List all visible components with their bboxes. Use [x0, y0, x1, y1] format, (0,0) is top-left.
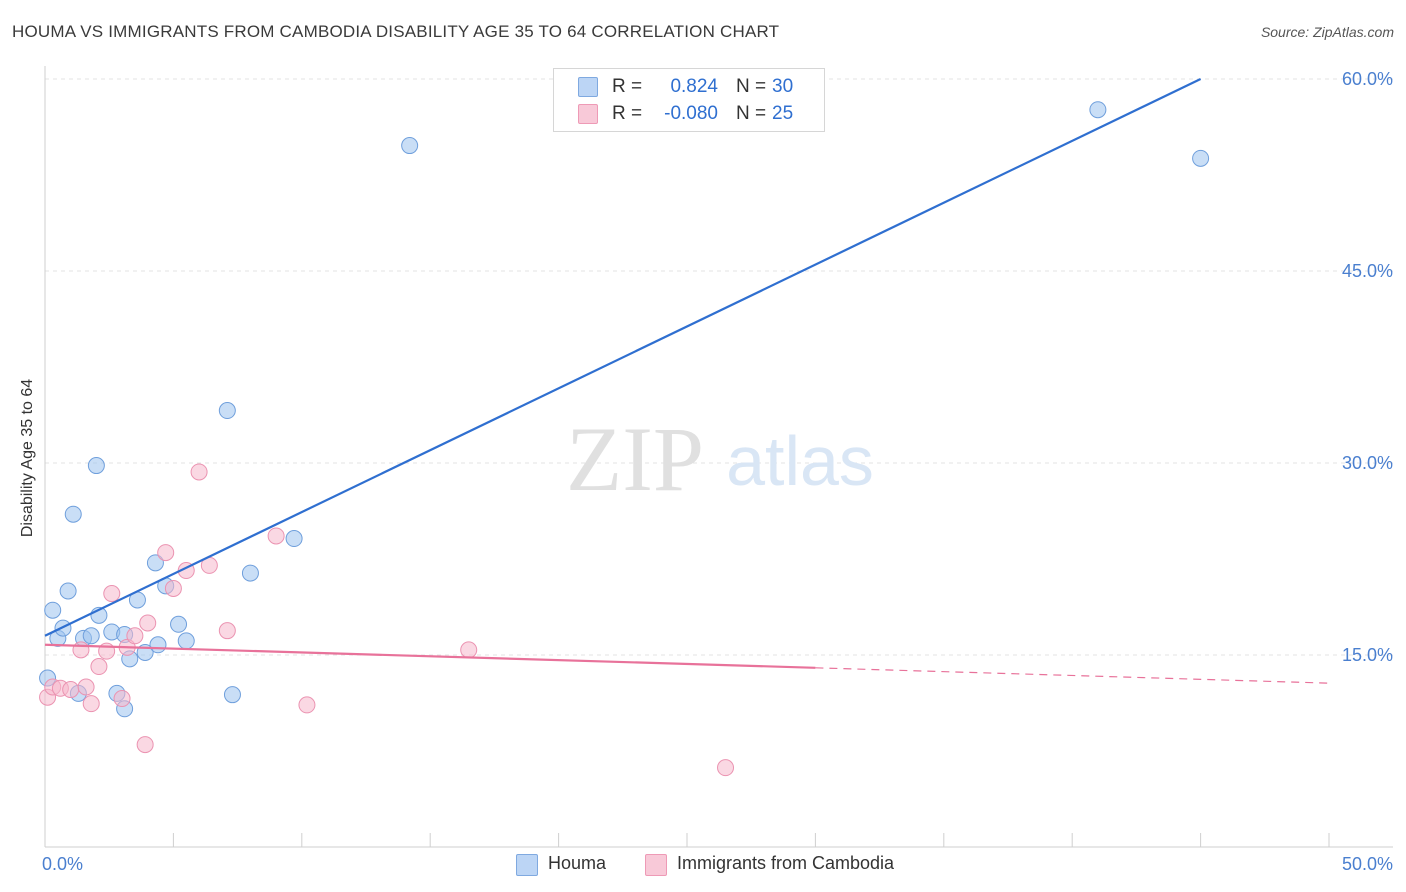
bottom-houma-swatch: [516, 854, 538, 876]
cambodia-n-value: 25: [772, 103, 794, 124]
cambodia-point: [267, 527, 285, 545]
series-houma: [39, 101, 1210, 718]
watermark: ZIP atlas: [566, 408, 874, 510]
correlation-legend: R = 0.824 N = 30 R = -0.080 N = 25: [553, 68, 825, 132]
cambodia-point: [90, 658, 108, 676]
houma-point: [59, 582, 77, 600]
cambodia-trend-line: [44, 643, 816, 669]
cambodia-point: [136, 736, 154, 754]
houma-trend-line: [44, 78, 1202, 637]
houma-point: [149, 636, 167, 654]
cambodia-point: [82, 695, 100, 713]
watermark-atlas: atlas: [726, 422, 874, 500]
houma-n-label: N =: [736, 76, 767, 97]
houma-point: [82, 627, 100, 645]
houma-point: [44, 601, 62, 619]
houma-point: [223, 686, 241, 704]
x-tick-label: 50.0%: [1342, 854, 1393, 874]
y-tick-label: 45.0%: [1342, 261, 1393, 281]
y-tick-label: 15.0%: [1342, 645, 1393, 665]
y-tick-label: 60.0%: [1342, 69, 1393, 89]
cambodia-point: [164, 579, 182, 597]
gridlines: [45, 78, 1393, 656]
cambodia-r-value: -0.080: [664, 103, 718, 124]
source-credit: Source: ZipAtlas.com: [1260, 24, 1394, 40]
cambodia-point: [298, 696, 316, 714]
houma-r-label: R =: [612, 76, 643, 97]
houma-point: [1089, 101, 1107, 119]
cambodia-point: [139, 614, 157, 632]
cambodia-point: [62, 681, 80, 699]
cambodia-point: [460, 641, 478, 659]
cambodia-point: [190, 463, 208, 481]
houma-point: [87, 457, 105, 475]
cambodia-r-label: R =: [612, 103, 643, 124]
cambodia-point: [717, 759, 735, 777]
cambodia-point: [72, 641, 90, 659]
y-axis-tick-labels: 15.0% 30.0% 45.0% 60.0%: [1342, 69, 1393, 665]
houma-point: [146, 554, 164, 572]
watermark-zip: ZIP: [566, 408, 704, 510]
bottom-houma-label: Houma: [548, 853, 607, 873]
chart-title: HOUMA VS IMMIGRANTS FROM CAMBODIA DISABI…: [12, 22, 780, 41]
x-tick-label: 0.0%: [42, 854, 83, 874]
cambodia-trend-extension: [815, 667, 1330, 684]
bottom-cambodia-label: Immigrants from Cambodia: [677, 853, 895, 873]
houma-point: [401, 137, 419, 155]
houma-point: [285, 530, 303, 548]
cambodia-point: [77, 678, 95, 696]
series-cambodia: [39, 463, 735, 777]
cambodia-point: [113, 690, 131, 708]
cambodia-point: [218, 622, 236, 640]
x-axis-ticks: [44, 833, 1330, 847]
trend-lines: [44, 78, 1330, 684]
houma-point: [64, 505, 82, 523]
bottom-cambodia-swatch: [645, 854, 667, 876]
houma-point: [170, 615, 188, 633]
cambodia-swatch: [578, 104, 598, 124]
houma-point: [177, 632, 195, 650]
x-axis-tick-labels: 0.0% 50.0%: [42, 854, 1393, 874]
axes: [44, 66, 1393, 848]
houma-point: [218, 402, 236, 420]
cambodia-point: [103, 585, 121, 603]
cambodia-n-label: N =: [736, 103, 767, 124]
y-tick-label: 30.0%: [1342, 453, 1393, 473]
houma-n-value: 30: [772, 76, 794, 97]
houma-r-value: 0.824: [670, 76, 718, 97]
houma-point: [1192, 149, 1210, 167]
houma-point: [241, 564, 259, 582]
houma-swatch: [578, 77, 598, 97]
cambodia-point: [157, 544, 175, 562]
cambodia-point: [126, 627, 144, 645]
